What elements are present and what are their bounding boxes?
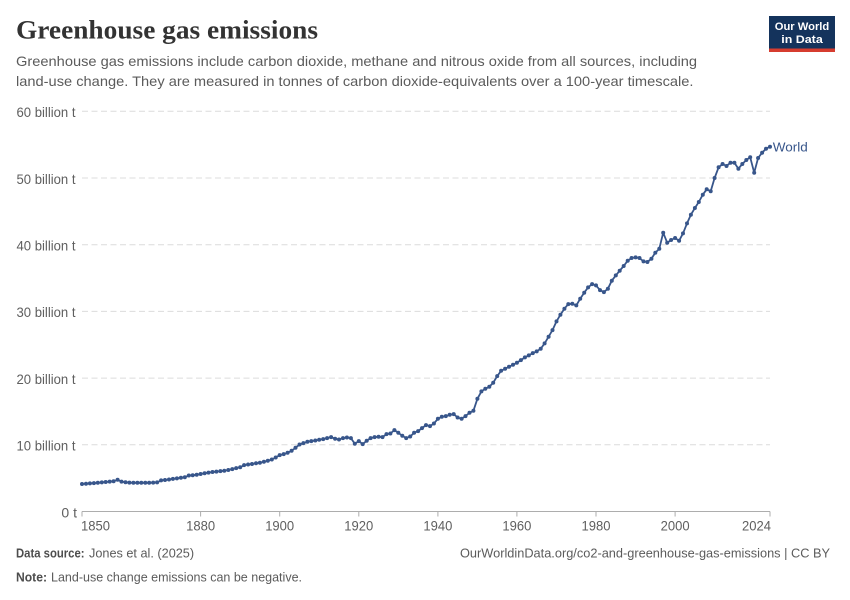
svg-text:1920: 1920 (344, 518, 373, 534)
svg-text:Our World: Our World (775, 21, 830, 33)
svg-text:20 billion t: 20 billion t (17, 371, 76, 387)
svg-text:OurWorldinData.org/co2-and-gre: OurWorldinData.org/co2-and-greenhouse-ga… (460, 546, 830, 561)
svg-text:0 t: 0 t (61, 504, 77, 520)
svg-text:2000: 2000 (661, 518, 690, 534)
svg-text:Data source:Jones et al. (2025: Data source: Jones et al. (2025) (16, 547, 194, 561)
svg-text:in Data: in Data (781, 34, 823, 46)
svg-text:1850: 1850 (81, 518, 110, 534)
svg-text:1900: 1900 (265, 518, 294, 534)
svg-text:10 billion t: 10 billion t (17, 438, 76, 454)
svg-text:1880: 1880 (186, 518, 215, 534)
svg-text:1980: 1980 (582, 518, 611, 534)
svg-text:40 billion t: 40 billion t (17, 238, 76, 254)
svg-text:50 billion t: 50 billion t (17, 171, 76, 187)
svg-text:1940: 1940 (423, 518, 452, 534)
svg-text:World: World (773, 141, 808, 155)
svg-text:Greenhouse gas emissions inclu: Greenhouse gas emissions include carbon … (16, 53, 697, 69)
svg-text:60 billion t: 60 billion t (17, 104, 76, 120)
svg-text:30 billion t: 30 billion t (17, 304, 76, 320)
svg-text:Note:Land-use change emissions: Note: Land-use change emissions can be ne… (16, 571, 302, 585)
svg-text:1960: 1960 (502, 518, 531, 534)
svg-text:Greenhouse gas emissions: Greenhouse gas emissions (16, 16, 318, 45)
svg-text:land-use change. They are meas: land-use change. They are measured in to… (16, 73, 694, 89)
svg-text:2024: 2024 (742, 518, 771, 534)
